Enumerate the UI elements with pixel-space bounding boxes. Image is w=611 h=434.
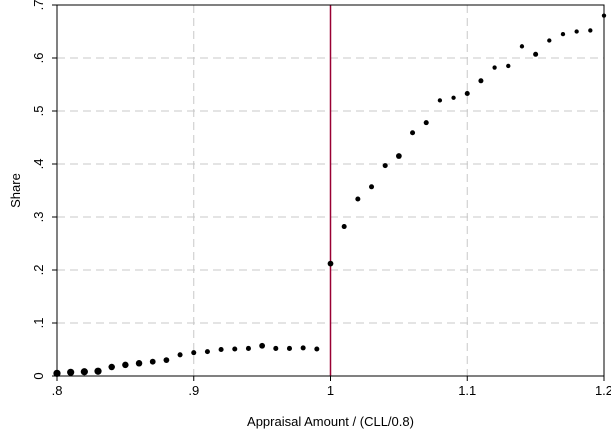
data-point bbox=[533, 51, 539, 57]
x-tick-label: 1.2 bbox=[595, 383, 611, 398]
data-point bbox=[67, 368, 75, 376]
data-point bbox=[94, 367, 102, 375]
data-point bbox=[355, 196, 361, 202]
data-point bbox=[327, 260, 334, 267]
data-point bbox=[506, 63, 511, 69]
y-tick-label: .7 bbox=[31, 0, 46, 10]
data-point bbox=[560, 31, 566, 37]
x-tick-label: 1.1 bbox=[458, 383, 476, 398]
x-axis-title: Appraisal Amount / (CLL/0.8) bbox=[247, 414, 414, 429]
data-point bbox=[135, 360, 143, 367]
ticks-layer: 0 .1 .2 .3 .4 .5 .6 .7 .8 .9 1 1.1 1.2 bbox=[31, 0, 611, 398]
y-tick-label: .2 bbox=[31, 265, 46, 276]
data-point bbox=[451, 95, 456, 100]
y-tick-label: .5 bbox=[31, 106, 46, 117]
y-tick-label: .1 bbox=[31, 318, 46, 329]
x-tick-label: .9 bbox=[188, 383, 199, 398]
y-tick-label: 0 bbox=[31, 372, 46, 379]
data-point bbox=[232, 346, 238, 352]
y-axis-title: Share bbox=[8, 173, 23, 208]
data-point bbox=[177, 352, 183, 358]
data-point bbox=[519, 44, 525, 49]
data-point bbox=[259, 342, 266, 349]
data-point bbox=[314, 346, 320, 352]
x-tick-label: 1 bbox=[327, 383, 334, 398]
data-point bbox=[286, 345, 292, 351]
data-point bbox=[273, 345, 279, 351]
data-point bbox=[163, 357, 170, 363]
data-point bbox=[204, 349, 210, 355]
data-point bbox=[547, 38, 552, 43]
data-point bbox=[437, 98, 443, 103]
data-point bbox=[245, 345, 251, 351]
data-point bbox=[464, 90, 470, 97]
x-tick-label: .8 bbox=[52, 383, 63, 398]
data-point bbox=[574, 29, 579, 34]
data-point bbox=[122, 361, 129, 369]
data-point bbox=[423, 120, 429, 126]
data-point bbox=[588, 28, 593, 33]
y-tick-label: .3 bbox=[31, 212, 46, 223]
data-point bbox=[382, 163, 388, 169]
data-point bbox=[191, 350, 197, 356]
data-point bbox=[395, 153, 402, 159]
data-point bbox=[492, 65, 497, 70]
y-tick-label: .4 bbox=[31, 159, 46, 170]
data-point bbox=[218, 346, 224, 353]
data-point bbox=[369, 184, 375, 190]
data-point bbox=[149, 358, 156, 365]
y-tick-label: .6 bbox=[31, 53, 46, 64]
data-point bbox=[108, 363, 115, 371]
data-point bbox=[300, 345, 306, 351]
data-point bbox=[410, 130, 416, 136]
data-point bbox=[80, 368, 88, 376]
points-layer bbox=[53, 13, 607, 377]
data-point bbox=[478, 78, 484, 84]
data-point bbox=[341, 224, 347, 230]
